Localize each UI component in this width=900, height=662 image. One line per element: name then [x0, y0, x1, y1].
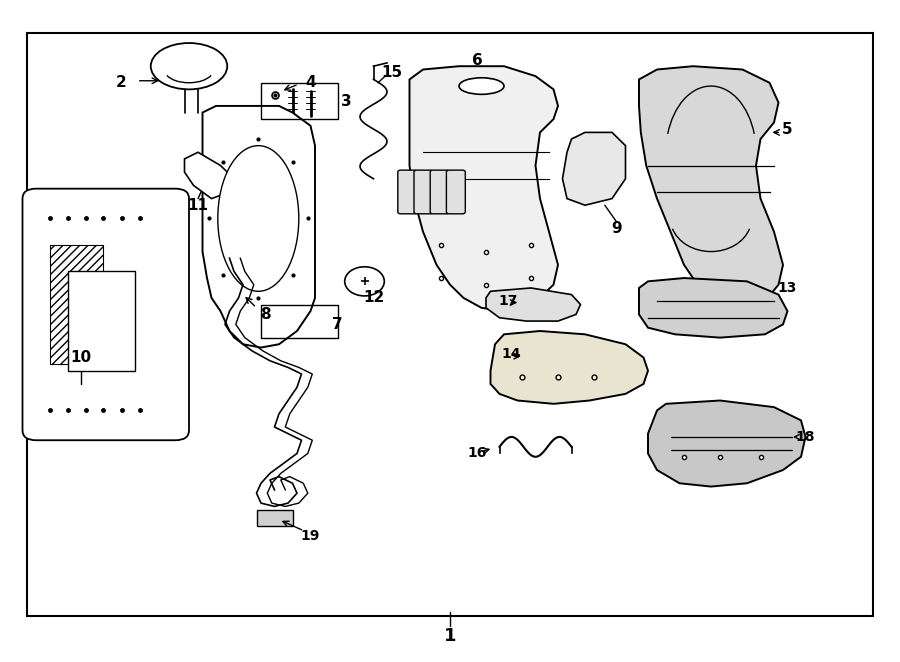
- Text: 17: 17: [499, 294, 518, 308]
- Text: 6: 6: [472, 54, 482, 68]
- Bar: [261, 83, 338, 119]
- Text: 15: 15: [381, 66, 402, 80]
- Polygon shape: [202, 106, 315, 348]
- Text: 10: 10: [70, 350, 92, 365]
- Polygon shape: [410, 66, 558, 311]
- Ellipse shape: [151, 43, 227, 89]
- Ellipse shape: [459, 78, 504, 95]
- Text: 18: 18: [796, 430, 815, 444]
- Text: 13: 13: [778, 281, 797, 295]
- Polygon shape: [639, 66, 783, 311]
- Bar: [261, 305, 338, 338]
- Text: 4: 4: [305, 75, 316, 90]
- Text: 9: 9: [611, 221, 622, 236]
- FancyBboxPatch shape: [430, 170, 449, 214]
- Text: 1: 1: [444, 626, 456, 645]
- Ellipse shape: [218, 146, 299, 291]
- Bar: [68, 271, 135, 371]
- Text: 8: 8: [260, 307, 271, 322]
- FancyBboxPatch shape: [398, 170, 417, 214]
- Polygon shape: [648, 401, 806, 487]
- Text: 12: 12: [363, 291, 384, 305]
- Polygon shape: [562, 132, 626, 205]
- FancyBboxPatch shape: [446, 170, 465, 214]
- FancyBboxPatch shape: [22, 189, 189, 440]
- Text: 16: 16: [467, 446, 487, 461]
- FancyBboxPatch shape: [27, 33, 873, 616]
- Polygon shape: [491, 331, 648, 404]
- Text: 11: 11: [187, 198, 209, 213]
- FancyBboxPatch shape: [414, 170, 433, 214]
- Polygon shape: [486, 288, 580, 321]
- Text: 19: 19: [301, 529, 320, 544]
- Text: 2: 2: [116, 75, 127, 90]
- Text: 3: 3: [341, 94, 352, 109]
- Bar: [256, 510, 292, 526]
- Polygon shape: [639, 278, 788, 338]
- Text: 7: 7: [332, 317, 343, 332]
- Text: 5: 5: [782, 122, 793, 136]
- Circle shape: [345, 267, 384, 296]
- Polygon shape: [184, 152, 234, 199]
- Text: 14: 14: [501, 347, 521, 361]
